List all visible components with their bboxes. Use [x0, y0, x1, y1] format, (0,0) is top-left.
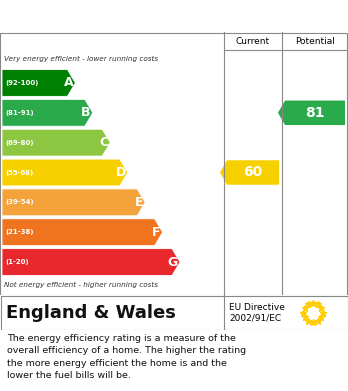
- Text: 81: 81: [305, 106, 325, 120]
- Text: F: F: [152, 226, 160, 239]
- Polygon shape: [2, 219, 163, 246]
- Text: D: D: [116, 166, 126, 179]
- Text: Potential: Potential: [295, 36, 335, 45]
- Text: (39-54): (39-54): [5, 199, 34, 205]
- Polygon shape: [220, 160, 279, 185]
- Text: Energy Efficiency Rating: Energy Efficiency Rating: [132, 9, 342, 23]
- Polygon shape: [278, 100, 345, 125]
- Text: (69-80): (69-80): [5, 140, 33, 145]
- Text: E: E: [135, 196, 143, 209]
- Text: C: C: [99, 136, 108, 149]
- Polygon shape: [2, 99, 93, 126]
- Text: B: B: [81, 106, 91, 119]
- Text: EU Directive: EU Directive: [229, 303, 285, 312]
- Text: (92-100): (92-100): [5, 80, 38, 86]
- Text: (55-68): (55-68): [5, 170, 33, 176]
- Polygon shape: [2, 159, 128, 186]
- Text: (81-91): (81-91): [5, 110, 34, 116]
- Text: England & Wales: England & Wales: [6, 303, 176, 321]
- Text: The energy efficiency rating is a measure of the
overall efficiency of a home. T: The energy efficiency rating is a measur…: [7, 334, 246, 380]
- Text: A: A: [64, 76, 73, 90]
- Text: 2002/91/EC: 2002/91/EC: [229, 313, 281, 322]
- Text: (21-38): (21-38): [5, 229, 33, 235]
- Polygon shape: [2, 249, 180, 276]
- Text: Current: Current: [236, 36, 270, 45]
- Text: 60: 60: [243, 165, 263, 179]
- Polygon shape: [2, 189, 145, 216]
- Text: G: G: [168, 256, 178, 269]
- Polygon shape: [2, 70, 76, 96]
- Polygon shape: [2, 129, 110, 156]
- Text: Not energy efficient - higher running costs: Not energy efficient - higher running co…: [4, 282, 158, 288]
- Text: Very energy efficient - lower running costs: Very energy efficient - lower running co…: [4, 56, 158, 62]
- Text: (1-20): (1-20): [5, 259, 29, 265]
